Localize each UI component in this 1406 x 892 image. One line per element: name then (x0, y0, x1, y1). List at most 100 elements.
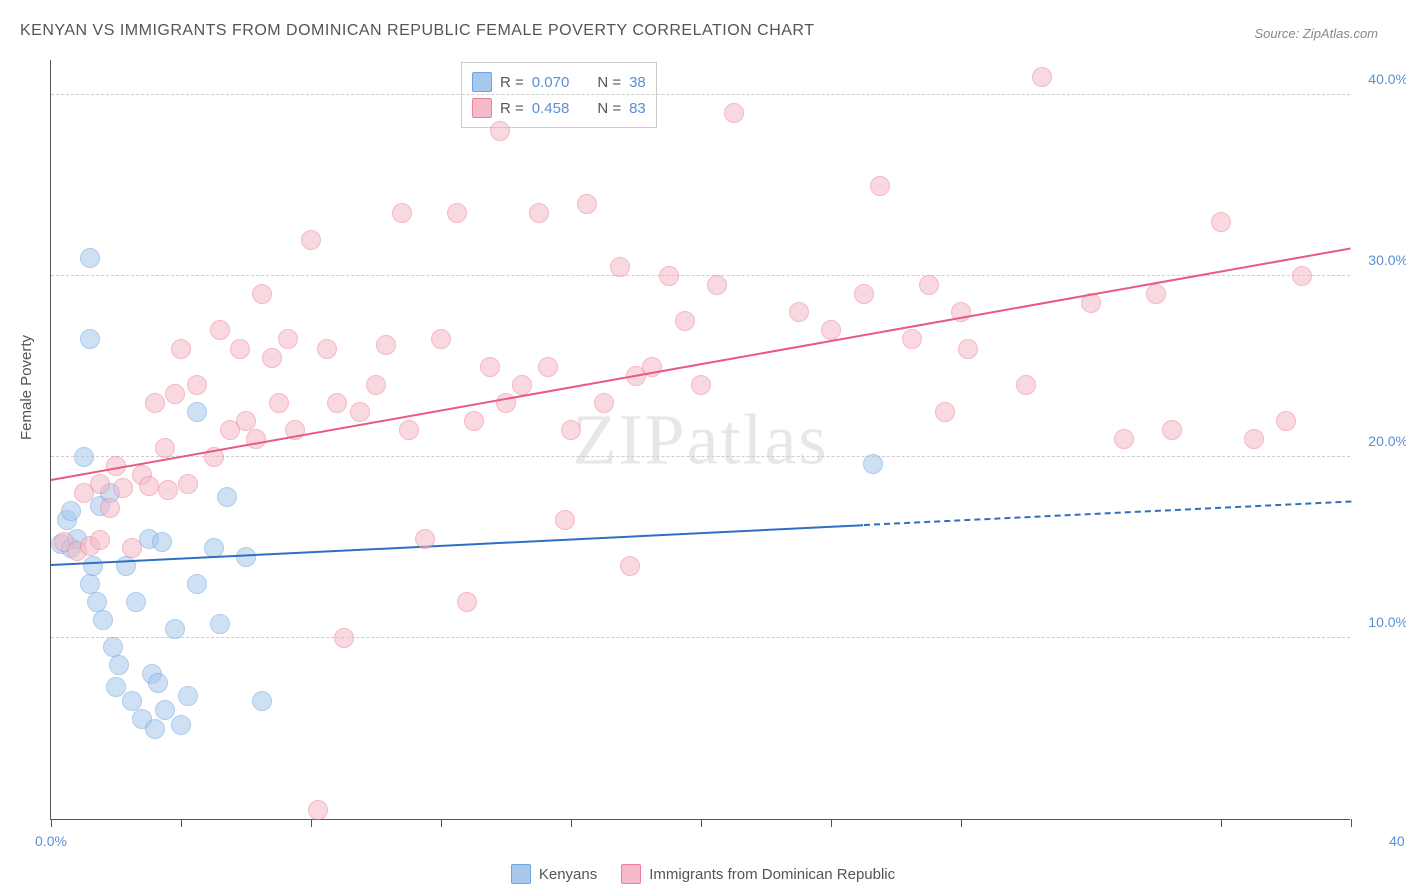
scatter-point (431, 329, 451, 349)
scatter-point (392, 203, 412, 223)
scatter-point (415, 529, 435, 549)
scatter-point (366, 375, 386, 395)
scatter-chart: ZIPatlas R =0.070N =38R =0.458N =83 10.0… (50, 60, 1350, 820)
scatter-point (165, 619, 185, 639)
x-tick (311, 819, 312, 827)
x-tick (441, 819, 442, 827)
scatter-point (538, 357, 558, 377)
scatter-point (707, 275, 727, 295)
trend-line (51, 247, 1351, 481)
scatter-point (178, 686, 198, 706)
legend-item: Kenyans (511, 864, 597, 884)
scatter-point (155, 438, 175, 458)
y-tick-label: 40.0% (1368, 71, 1406, 87)
scatter-point (165, 384, 185, 404)
scatter-point (152, 532, 172, 552)
scatter-point (210, 614, 230, 634)
scatter-point (122, 538, 142, 558)
scatter-point (80, 574, 100, 594)
x-tick-label: 0.0% (35, 833, 67, 849)
scatter-point (171, 339, 191, 359)
scatter-point (83, 556, 103, 576)
scatter-point (90, 474, 110, 494)
scatter-point (122, 691, 142, 711)
x-tick (831, 819, 832, 827)
scatter-point (262, 348, 282, 368)
x-tick (961, 819, 962, 827)
x-tick (181, 819, 182, 827)
scatter-point (116, 556, 136, 576)
scatter-point (61, 501, 81, 521)
scatter-point (106, 677, 126, 697)
x-tick (571, 819, 572, 827)
scatter-point (1146, 284, 1166, 304)
n-label: N = (597, 74, 621, 91)
scatter-point (301, 230, 321, 250)
scatter-point (252, 284, 272, 304)
x-tick (701, 819, 702, 827)
y-tick-label: 10.0% (1368, 614, 1406, 630)
source-attribution: Source: ZipAtlas.com (1254, 26, 1378, 41)
scatter-point (145, 393, 165, 413)
scatter-point (512, 375, 532, 395)
x-tick (1351, 819, 1352, 827)
scatter-point (902, 329, 922, 349)
scatter-point (555, 510, 575, 530)
scatter-point (490, 121, 510, 141)
scatter-point (691, 375, 711, 395)
scatter-point (863, 454, 883, 474)
n-value: 83 (629, 100, 646, 117)
scatter-point (620, 556, 640, 576)
scatter-point (210, 320, 230, 340)
legend-swatch (472, 72, 492, 92)
scatter-point (1211, 212, 1231, 232)
scatter-point (158, 480, 178, 500)
legend-label: Immigrants from Dominican Republic (649, 866, 895, 883)
y-axis-label: Female Poverty (18, 335, 35, 440)
scatter-point (187, 402, 207, 422)
legend-swatch (511, 864, 531, 884)
scatter-point (675, 311, 695, 331)
scatter-point (204, 538, 224, 558)
scatter-point (958, 339, 978, 359)
scatter-point (821, 320, 841, 340)
gridline (51, 637, 1350, 638)
scatter-point (376, 335, 396, 355)
scatter-point (145, 719, 165, 739)
scatter-point (246, 429, 266, 449)
series-legend: Kenyans Immigrants from Dominican Republi… (0, 864, 1406, 884)
scatter-point (126, 592, 146, 612)
chart-title: KENYAN VS IMMIGRANTS FROM DOMINICAN REPU… (20, 22, 814, 40)
scatter-point (561, 420, 581, 440)
scatter-point (350, 402, 370, 422)
scatter-point (171, 715, 191, 735)
scatter-point (659, 266, 679, 286)
r-label: R = (500, 100, 524, 117)
scatter-point (935, 402, 955, 422)
scatter-point (103, 637, 123, 657)
trend-line (51, 524, 864, 566)
y-tick-label: 20.0% (1368, 433, 1406, 449)
scatter-point (217, 487, 237, 507)
scatter-point (80, 248, 100, 268)
x-tick (51, 819, 52, 827)
scatter-point (594, 393, 614, 413)
r-label: R = (500, 74, 524, 91)
scatter-point (317, 339, 337, 359)
scatter-point (87, 592, 107, 612)
scatter-point (109, 655, 129, 675)
scatter-point (919, 275, 939, 295)
x-tick-label: 40.0% (1389, 833, 1406, 849)
legend-item: Immigrants from Dominican Republic (621, 864, 895, 884)
scatter-point (327, 393, 347, 413)
scatter-point (187, 574, 207, 594)
scatter-point (1244, 429, 1264, 449)
r-value: 0.458 (532, 100, 570, 117)
scatter-point (236, 411, 256, 431)
watermark-text: ZIPatlas (573, 398, 829, 481)
scatter-point (789, 302, 809, 322)
scatter-point (155, 700, 175, 720)
scatter-point (178, 474, 198, 494)
scatter-point (1276, 411, 1296, 431)
scatter-point (610, 257, 630, 277)
